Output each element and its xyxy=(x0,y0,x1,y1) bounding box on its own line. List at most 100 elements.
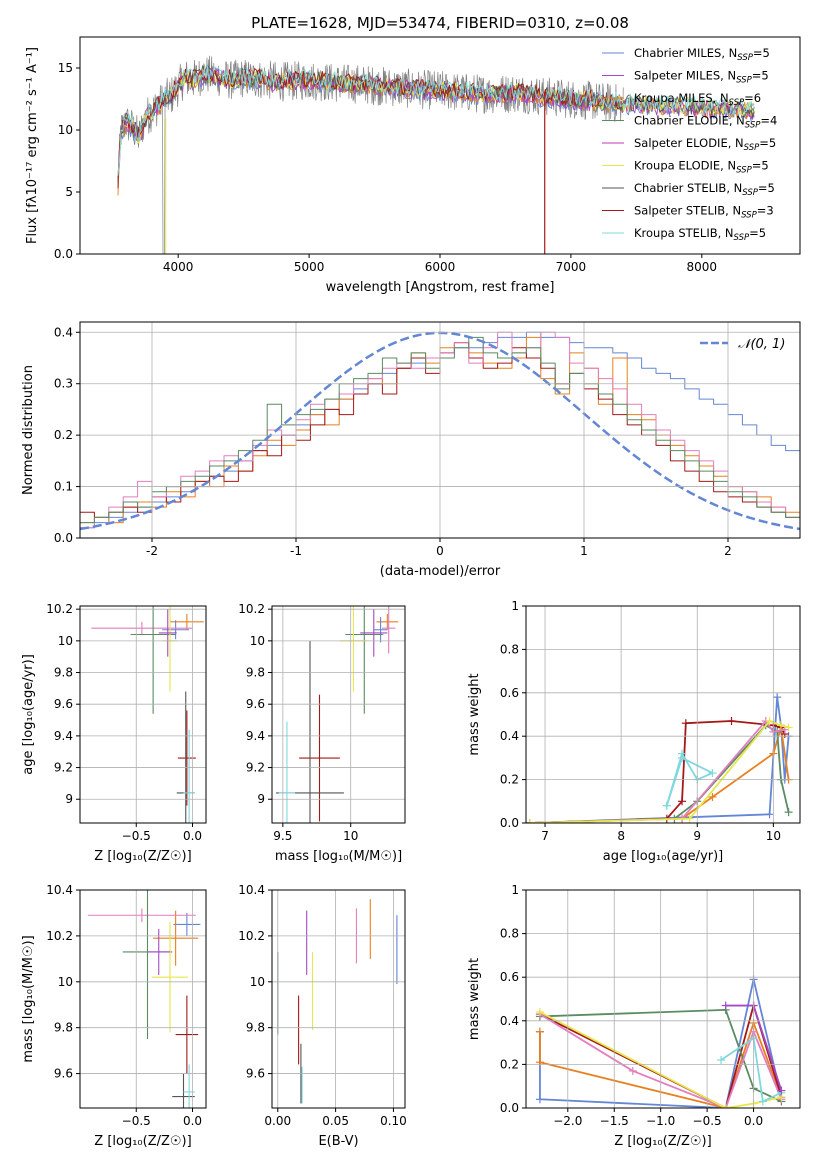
legend-entry: Salpeter ELODIE, NSSP=5 xyxy=(634,136,776,153)
axes-frame xyxy=(271,605,406,824)
legend-entry: Salpeter STELIB, NSSP=3 xyxy=(634,204,774,221)
panel-age_vs_mass: 9.5 10 9 9.2 9.4 9.6 9.8 10 10.2 mass [log₁₀(M/M☉… xyxy=(238,602,406,864)
y-tick-label: 9.6 xyxy=(54,1067,73,1081)
x-tick-label: 9.5 xyxy=(273,829,292,843)
y-axis-label: mass [log₁₀(M/M☉)] xyxy=(21,935,36,1062)
y-tick-label: 1 xyxy=(511,599,519,613)
plot-area xyxy=(526,693,793,823)
y-axis-label: Flux [fλ10⁻¹⁷ erg cm⁻² s⁻¹ A⁻¹] xyxy=(25,47,40,244)
y-tick-label: 10.2 xyxy=(46,929,73,943)
y-tick-label: 9.2 xyxy=(246,761,265,775)
x-axis-label: Z [log₁₀(Z/Z☉)] xyxy=(94,1134,191,1149)
legend-entry: Salpeter MILES, NSSP=5 xyxy=(634,69,769,86)
y-tick-label: 9.8 xyxy=(54,666,73,680)
y-axis-label: Normed distribution xyxy=(21,365,36,495)
legend-entry: Kroupa STELIB, NSSP=5 xyxy=(634,226,766,243)
legend-entry: Kroupa ELODIE, NSSP=5 xyxy=(634,159,769,176)
x-tick-label: −0.5 xyxy=(693,1114,722,1128)
y-tick-label: 10.4 xyxy=(238,883,265,897)
y-tick-label: 9 xyxy=(257,792,265,806)
y-tick-label: 0.8 xyxy=(500,642,519,656)
legend-entry: Chabrier MILES, NSSP=5 xyxy=(634,46,770,63)
y-tick-label: 0.0 xyxy=(54,247,73,261)
y-tick-label: 9 xyxy=(65,792,73,806)
y-tick-label: 9.4 xyxy=(246,729,265,743)
legend-entry: Kroupa MILES, NSSP=6 xyxy=(634,91,761,108)
x-tick-label: 7000 xyxy=(556,260,587,274)
y-tick-label: 9.2 xyxy=(54,761,73,775)
y-tick-label: 9.6 xyxy=(54,697,73,711)
y-tick-label: 0.6 xyxy=(500,686,519,700)
legend-entry: 𝒩(0, 1) xyxy=(738,337,785,352)
axes-frame xyxy=(79,605,207,824)
plot-area xyxy=(117,55,755,254)
x-tick-label: 1 xyxy=(580,544,588,558)
y-axis-label: mass weight xyxy=(467,958,482,1040)
x-axis-label: mass [log₁₀(M/M☉)] xyxy=(275,849,402,864)
model-kroupa_stelib xyxy=(117,65,755,176)
x-axis-label: E(B-V) xyxy=(318,1134,358,1149)
y-tick-label: 9.6 xyxy=(246,1067,265,1081)
x-axis-label: Z [log₁₀(Z/Z☉)] xyxy=(614,1134,711,1149)
series-line xyxy=(539,1011,782,1108)
x-tick-label: 0.0 xyxy=(183,1114,202,1128)
y-tick-label: 0.6 xyxy=(500,970,519,984)
axes-frame xyxy=(79,889,207,1109)
y-tick-label: 0.4 xyxy=(500,729,519,743)
panel-age_vs_Z: −0.5 0.0 9 9.2 9.4 9.6 9.8 10 10.2 Z [log₁₀(Z/Z☉)… xyxy=(21,602,207,864)
y-tick-label: 0.1 xyxy=(54,480,73,494)
x-tick-label: -2 xyxy=(146,544,158,558)
x-tick-label: −2.0 xyxy=(553,1114,582,1128)
y-tick-label: 9.8 xyxy=(54,1021,73,1035)
y-tick-label: 0.2 xyxy=(500,1057,519,1071)
y-tick-label: 10 xyxy=(58,975,73,989)
series-line xyxy=(539,1013,783,1108)
x-tick-label: −0.5 xyxy=(122,829,151,843)
panel-mass_vs_Z: −0.5 0.0 9.6 9.8 10 10.2 10.4 Z [log₁₀(Z/Z☉)] ma… xyxy=(21,883,207,1149)
x-tick-label: 2 xyxy=(724,544,732,558)
x-tick-label: 0.05 xyxy=(322,1114,349,1128)
axes-frame xyxy=(525,889,801,1109)
series-line xyxy=(539,1004,783,1108)
plot-area xyxy=(87,890,201,1108)
y-tick-label: 10 xyxy=(250,975,265,989)
panel-mass_vs_ebv: 0.00 0.05 0.10 9.6 9.8 10 10.2 10.4 E(B-V) xyxy=(238,883,407,1149)
y-axis-label: mass weight xyxy=(467,673,482,755)
x-tick-label: 7 xyxy=(541,829,549,843)
series-line xyxy=(539,1009,782,1103)
y-tick-label: 0.0 xyxy=(500,816,519,830)
y-tick-label: 0.0 xyxy=(54,531,73,545)
y-axis-label: age [log₁₀(age/yr)] xyxy=(21,654,36,775)
plot-area xyxy=(276,606,399,823)
x-tick-label: 9 xyxy=(693,829,701,843)
x-tick-label: −1.5 xyxy=(600,1114,629,1128)
x-tick-label: 0.00 xyxy=(264,1114,291,1128)
y-tick-label: 15 xyxy=(58,61,73,75)
y-tick-label: 0.4 xyxy=(54,325,73,339)
series-line xyxy=(529,696,790,823)
y-tick-label: 5 xyxy=(65,185,73,199)
y-tick-label: 0.8 xyxy=(500,927,519,941)
x-axis-label: (data-model)/error xyxy=(380,564,501,579)
series-line xyxy=(665,752,714,806)
y-tick-label: 9.4 xyxy=(54,729,73,743)
x-tick-label: -1 xyxy=(290,544,302,558)
y-tick-label: 9.6 xyxy=(246,697,265,711)
y-tick-label: 0.3 xyxy=(54,377,73,391)
y-tick-label: 10 xyxy=(250,634,265,648)
figure-title: PLATE=1628, MJD=53474, FIBERID=0310, z=0… xyxy=(251,14,629,32)
panel-massweight_vs_age: 7 8 9 10 0.0 0.2 0.4 0.6 0.8 1 age [log₁₀(age/yr)]… xyxy=(467,599,801,864)
y-tick-label: 10 xyxy=(58,123,73,137)
x-tick-label: 8000 xyxy=(687,260,718,274)
series-line xyxy=(720,1037,782,1103)
y-tick-label: 10.2 xyxy=(238,602,265,616)
y-tick-label: 1 xyxy=(511,883,519,897)
x-tick-label: 6000 xyxy=(425,260,456,274)
legend-entry: Chabrier STELIB, NSSP=5 xyxy=(634,181,775,198)
legend-entry: Chabrier ELODIE, NSSP=4 xyxy=(634,114,777,131)
x-tick-label: 0 xyxy=(436,544,444,558)
x-axis-label: wavelength [Angstrom, rest frame] xyxy=(326,280,555,295)
series-line xyxy=(539,1022,783,1108)
